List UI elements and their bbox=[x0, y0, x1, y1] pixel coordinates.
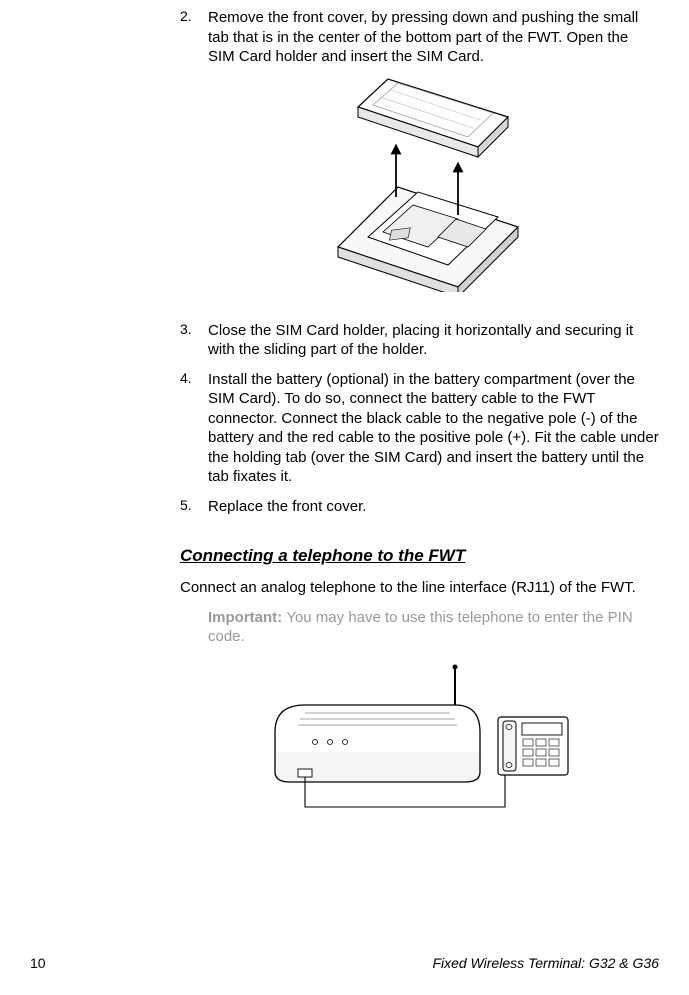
step-3: 3. Close the SIM Card holder, placing it… bbox=[180, 321, 659, 360]
important-label: Important: bbox=[208, 609, 286, 626]
step-5: 5. Replace the front cover. bbox=[180, 497, 659, 517]
page-footer: 10 Fixed Wireless Terminal: G32 & G36 bbox=[0, 955, 689, 971]
device-open-illustration bbox=[308, 77, 532, 292]
figure-phone-connection bbox=[180, 657, 659, 832]
step-text: Install the battery (optional) in the ba… bbox=[208, 370, 659, 487]
section-body: Connect an analog telephone to the line … bbox=[180, 578, 659, 598]
footer-title: Fixed Wireless Terminal: G32 & G36 bbox=[432, 955, 659, 971]
step-text: Close the SIM Card holder, placing it ho… bbox=[208, 321, 659, 360]
step-text: Remove the front cover, by pressing down… bbox=[208, 8, 659, 67]
phone-connection-illustration bbox=[260, 657, 580, 827]
section-heading: Connecting a telephone to the FWT bbox=[180, 546, 659, 566]
step-text: Replace the front cover. bbox=[208, 497, 659, 517]
step-number: 4. bbox=[180, 370, 208, 487]
step-number: 2. bbox=[180, 8, 208, 67]
step-number: 5. bbox=[180, 497, 208, 517]
step-number: 3. bbox=[180, 321, 208, 360]
important-note: Important: You may have to use this tele… bbox=[180, 608, 659, 647]
step-2: 2. Remove the front cover, by pressing d… bbox=[180, 8, 659, 67]
page-number: 10 bbox=[30, 955, 46, 971]
step-4: 4. Install the battery (optional) in the… bbox=[180, 370, 659, 487]
figure-sim-insert bbox=[180, 77, 659, 297]
